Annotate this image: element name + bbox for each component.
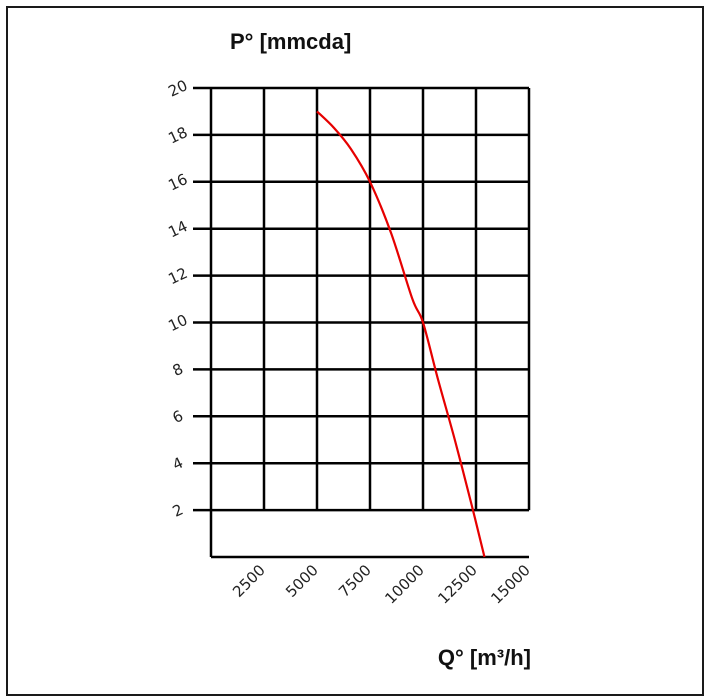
fan-curve-chart: P° [mmcda] Q° [m³/h] 2 4 6 8 10 12 14 16 18 20 25… [165, 29, 534, 670]
y-axis-title: P° [mmcda] [230, 29, 351, 54]
x-tick-labels: 2500 5000 7500 10000 12500 15000 [229, 561, 534, 607]
x-axis-title: Q° [m³/h] [438, 645, 531, 670]
y-tick-label: 6 [170, 407, 186, 427]
y-tick-labels: 2 4 6 8 10 12 14 16 18 20 [165, 76, 190, 520]
y-tick-label: 4 [170, 453, 186, 473]
x-tick-label: 15000 [487, 561, 533, 607]
grid [193, 86, 531, 559]
x-tick-label: 10000 [381, 561, 427, 607]
series-layer [316, 110, 486, 558]
y-tick-label: 18 [165, 123, 190, 147]
y-tick-label: 12 [165, 264, 190, 288]
chart-frame [6, 6, 704, 696]
x-tick-label: 5000 [282, 561, 322, 601]
y-tick-label: 20 [165, 76, 190, 100]
y-tick-label: 14 [165, 217, 190, 241]
performance-curve [316, 110, 486, 558]
x-tick-label: 12500 [434, 561, 480, 607]
y-tick-label: 16 [165, 170, 190, 194]
y-tick-label: 10 [165, 311, 190, 335]
x-tick-label: 2500 [229, 561, 269, 601]
y-tick-label: 2 [170, 500, 186, 520]
y-tick-label: 8 [170, 360, 186, 380]
x-tick-label: 7500 [335, 561, 375, 601]
